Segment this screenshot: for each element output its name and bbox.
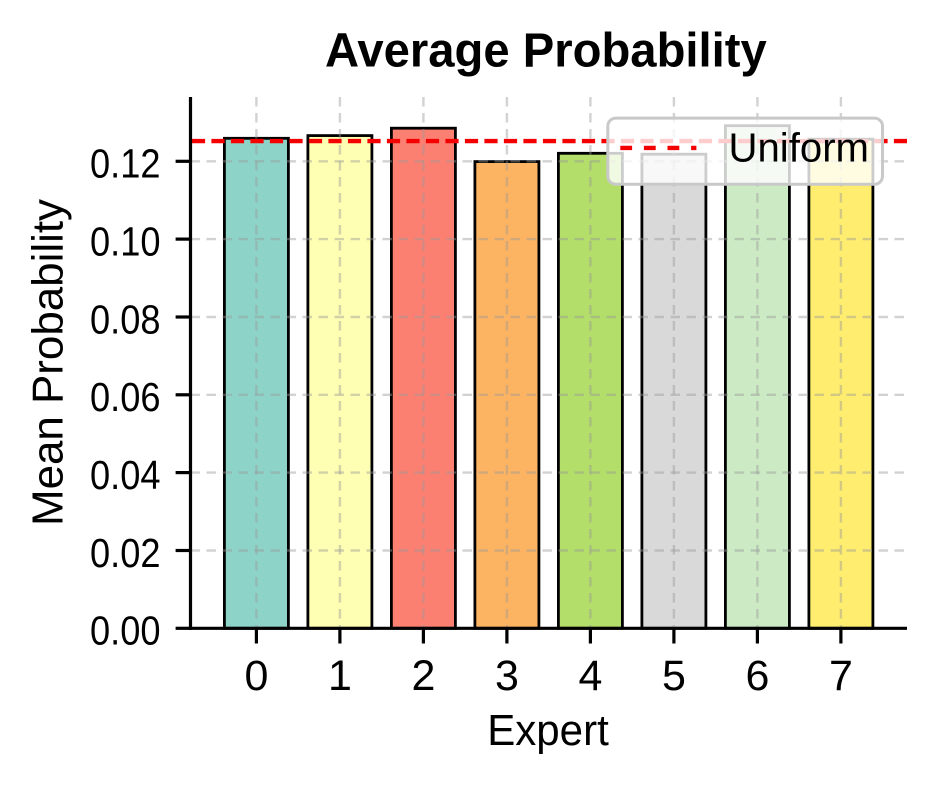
svg-text:1: 1: [328, 652, 352, 700]
svg-text:0: 0: [244, 652, 268, 700]
svg-text:5: 5: [662, 652, 686, 700]
svg-text:0.10: 0.10: [90, 218, 161, 264]
svg-text:6: 6: [745, 652, 769, 700]
svg-text:0.04: 0.04: [90, 452, 161, 498]
svg-text:0.02: 0.02: [90, 530, 161, 576]
svg-text:0.06: 0.06: [90, 374, 161, 420]
svg-text:Expert: Expert: [487, 706, 609, 755]
svg-text:0.12: 0.12: [90, 141, 161, 187]
svg-text:Mean Probability: Mean Probability: [24, 199, 73, 526]
svg-text:Uniform: Uniform: [729, 124, 870, 170]
svg-text:Average Probability: Average Probability: [325, 24, 767, 78]
svg-text:4: 4: [578, 652, 602, 700]
svg-text:0.00: 0.00: [90, 608, 161, 654]
svg-text:7: 7: [829, 652, 853, 700]
svg-text:3: 3: [495, 652, 519, 700]
svg-text:2: 2: [411, 652, 435, 700]
svg-text:0.08: 0.08: [90, 296, 161, 342]
